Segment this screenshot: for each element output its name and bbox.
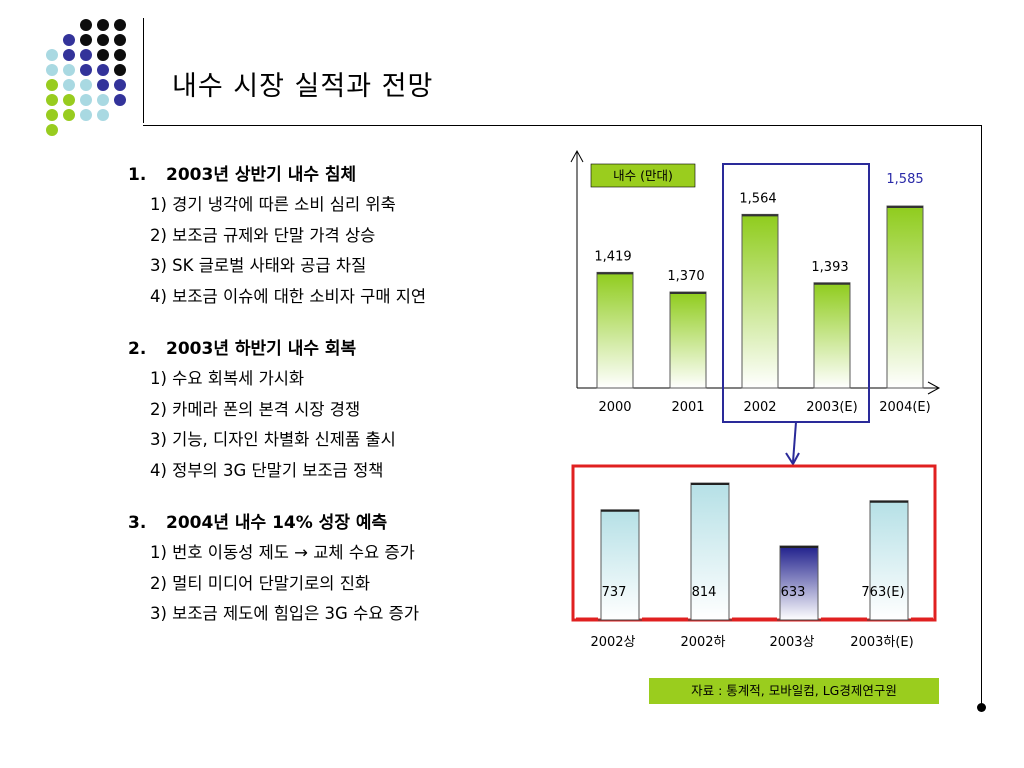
- outline-item: 2) 보조금 규제와 단말 가격 상승: [150, 225, 376, 245]
- title-divider-horizontal: [143, 125, 982, 126]
- x-tick-label: 2004(E): [879, 400, 930, 415]
- decorative-dot: [114, 79, 126, 91]
- section-title: 2004년 내수 14% 성장 예측: [166, 513, 388, 533]
- bar: [779, 545, 819, 621]
- decorative-dot: [46, 64, 58, 76]
- outline-section: 1. 2003년 상반기 내수 침체 1) 경기 냉각에 따른 소비 심리 위축 …: [128, 160, 548, 312]
- x-tick-label: 2002: [743, 400, 776, 415]
- decorative-dot: [46, 49, 58, 61]
- bar: [600, 509, 640, 621]
- section-heading: 3. 2004년 내수 14% 성장 예측: [128, 508, 548, 538]
- outline-item: 3) SK 글로벌 사태와 공급 차질: [150, 256, 367, 275]
- data-label: 1,585: [886, 172, 923, 187]
- decorative-dot: [80, 79, 92, 91]
- bar: [596, 271, 634, 389]
- data-label: 1,564: [739, 191, 776, 206]
- outline-list: 1. 2003년 상반기 내수 침체 1) 경기 냉각에 따른 소비 심리 위축 …: [128, 160, 548, 652]
- decorative-dot: [97, 109, 109, 121]
- outline-item: 2) 멀티 미디어 단말기로의 진화: [150, 573, 371, 593]
- data-label: 763(E): [861, 585, 904, 600]
- decorative-dot: [114, 64, 126, 76]
- x-tick-label: 2001: [671, 400, 704, 415]
- decorative-dot: [63, 109, 75, 121]
- decorative-dot: [114, 94, 126, 106]
- data-label: 1,419: [594, 249, 631, 264]
- frame-end-dot: [977, 703, 986, 712]
- outline-item: 2) 카메라 폰의 본격 시장 경쟁: [150, 399, 361, 419]
- outline-item: 3) 기능, 디자인 차별화 신제품 출시: [150, 430, 396, 449]
- outline-item: 1) 번호 이동성 제도 → 교체 수요 증가: [150, 543, 415, 562]
- legend-box: [590, 163, 696, 188]
- decorative-dot: [97, 79, 109, 91]
- bar: [813, 282, 851, 389]
- data-label: 1,393: [811, 260, 848, 275]
- section-heading: 1. 2003년 상반기 내수 침체: [128, 160, 548, 190]
- data-label: 633: [781, 585, 806, 600]
- decorative-dot-grid: [46, 19, 126, 136]
- decorative-dot: [63, 64, 75, 76]
- section-number: 2.: [128, 339, 147, 359]
- decorative-dot: [46, 94, 58, 106]
- decorative-dot: [97, 94, 109, 106]
- frame-box: [571, 464, 937, 622]
- bar: [669, 291, 707, 389]
- decorative-dot: [63, 79, 75, 91]
- highlight-box: [722, 163, 870, 423]
- data-label: 1,370: [667, 269, 704, 284]
- decorative-dot: [80, 94, 92, 106]
- legend-label: 내수 (만대): [613, 168, 673, 183]
- title-divider-vertical: [143, 18, 144, 123]
- y-axis-arrow: [570, 149, 584, 163]
- frame-line-right: [981, 125, 982, 708]
- decorative-dot: [97, 49, 109, 61]
- decorative-dot: [80, 19, 92, 31]
- section-number: 3.: [128, 513, 147, 533]
- outline-section: 2. 2003년 하반기 내수 회복 1) 수요 회복세 가시화 2) 카메라 폰…: [128, 334, 548, 486]
- outline-item: 4) 정부의 3G 단말기 보조금 정책: [150, 460, 384, 480]
- outline-section: 3. 2004년 내수 14% 성장 예측 1) 번호 이동성 제도 → 교체 수…: [128, 508, 548, 630]
- decorative-dot: [46, 79, 58, 91]
- decorative-dot: [80, 34, 92, 46]
- decorative-dot: [63, 34, 75, 46]
- x-tick-label: 2003상: [769, 635, 814, 650]
- data-label: 814: [692, 585, 717, 600]
- section-title: 2003년 하반기 내수 회복: [166, 339, 357, 359]
- decorative-dot: [97, 19, 109, 31]
- page-title: 내수 시장 실적과 전망: [172, 71, 434, 102]
- outline-item: 1) 수요 회복세 가시화: [150, 369, 305, 388]
- outline-item: 3) 보조금 제도에 힘입은 3G 수요 증가: [150, 604, 420, 623]
- decorative-dot: [97, 64, 109, 76]
- decorative-dot: [114, 19, 126, 31]
- outline-item: 1) 경기 냉각에 따른 소비 심리 위축: [150, 195, 396, 214]
- bar: [741, 213, 779, 389]
- section-heading: 2. 2003년 하반기 내수 회복: [128, 334, 548, 364]
- source-note: 자료 : 통계적, 모바일컴, LG경제연구원: [649, 678, 939, 704]
- x-tick-label: 2002하: [680, 635, 725, 650]
- decorative-dot: [114, 49, 126, 61]
- connector-arrow-head: [785, 452, 800, 466]
- decorative-dot: [63, 94, 75, 106]
- x-tick-label: 2002상: [590, 635, 635, 650]
- decorative-dot: [97, 34, 109, 46]
- x-tick-label: 2000: [598, 400, 631, 415]
- bar: [869, 500, 909, 621]
- decorative-dot: [80, 109, 92, 121]
- decorative-dot: [114, 34, 126, 46]
- x-axis-arrow: [927, 381, 941, 395]
- connector-arrow-line: [792, 421, 797, 463]
- decorative-dot: [80, 49, 92, 61]
- outline-item: 4) 보조금 이슈에 대한 소비자 구매 지연: [150, 286, 427, 306]
- section-number: 1.: [128, 165, 147, 185]
- decorative-dot: [63, 49, 75, 61]
- x-tick-label: 2003(E): [806, 400, 857, 415]
- section-title: 2003년 상반기 내수 침체: [166, 165, 357, 185]
- bar: [886, 205, 924, 389]
- decorative-dot: [80, 64, 92, 76]
- decorative-dot: [46, 109, 58, 121]
- x-tick-label: 2003하(E): [850, 635, 913, 650]
- decorative-dot: [46, 124, 58, 136]
- bar: [690, 482, 730, 621]
- data-label: 737: [602, 585, 627, 600]
